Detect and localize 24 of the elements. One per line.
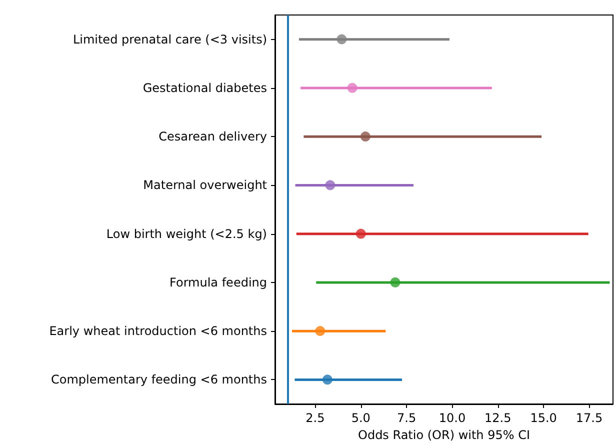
- point: [360, 132, 370, 142]
- y-tick-label: Low birth weight (<2.5 kg): [106, 226, 267, 241]
- x-tick-label: 10.0: [438, 411, 466, 425]
- point: [336, 34, 347, 44]
- point: [325, 180, 336, 190]
- y-tick-label: Formula feeding: [170, 275, 267, 290]
- x-tick-label: 12.5: [484, 411, 512, 425]
- x-axis-title: Odds Ratio (OR) with 95% CI: [358, 428, 530, 442]
- y-tick-label: Gestational diabetes: [142, 80, 267, 95]
- point: [347, 82, 358, 93]
- point: [322, 374, 332, 385]
- y-tick-label: Maternal overweight: [143, 178, 268, 192]
- point: [390, 277, 400, 288]
- y-tick-label: Cesarean delivery: [158, 130, 267, 144]
- x-tick-label: 7.5: [397, 411, 416, 425]
- y-tick-label: Early wheat introduction <6 months: [49, 324, 267, 338]
- x-tick-label: 17.5: [576, 411, 603, 425]
- x-tick-label: 5.0: [351, 411, 370, 425]
- x-tick-label: 2.5: [306, 411, 325, 425]
- point: [315, 326, 326, 336]
- y-tick-label: Complementary feeding <6 months: [50, 372, 267, 387]
- x-tick-label: 15.0: [530, 411, 557, 425]
- y-tick-label: Limited prenatal care (<3 visits): [72, 32, 267, 46]
- point: [356, 228, 366, 239]
